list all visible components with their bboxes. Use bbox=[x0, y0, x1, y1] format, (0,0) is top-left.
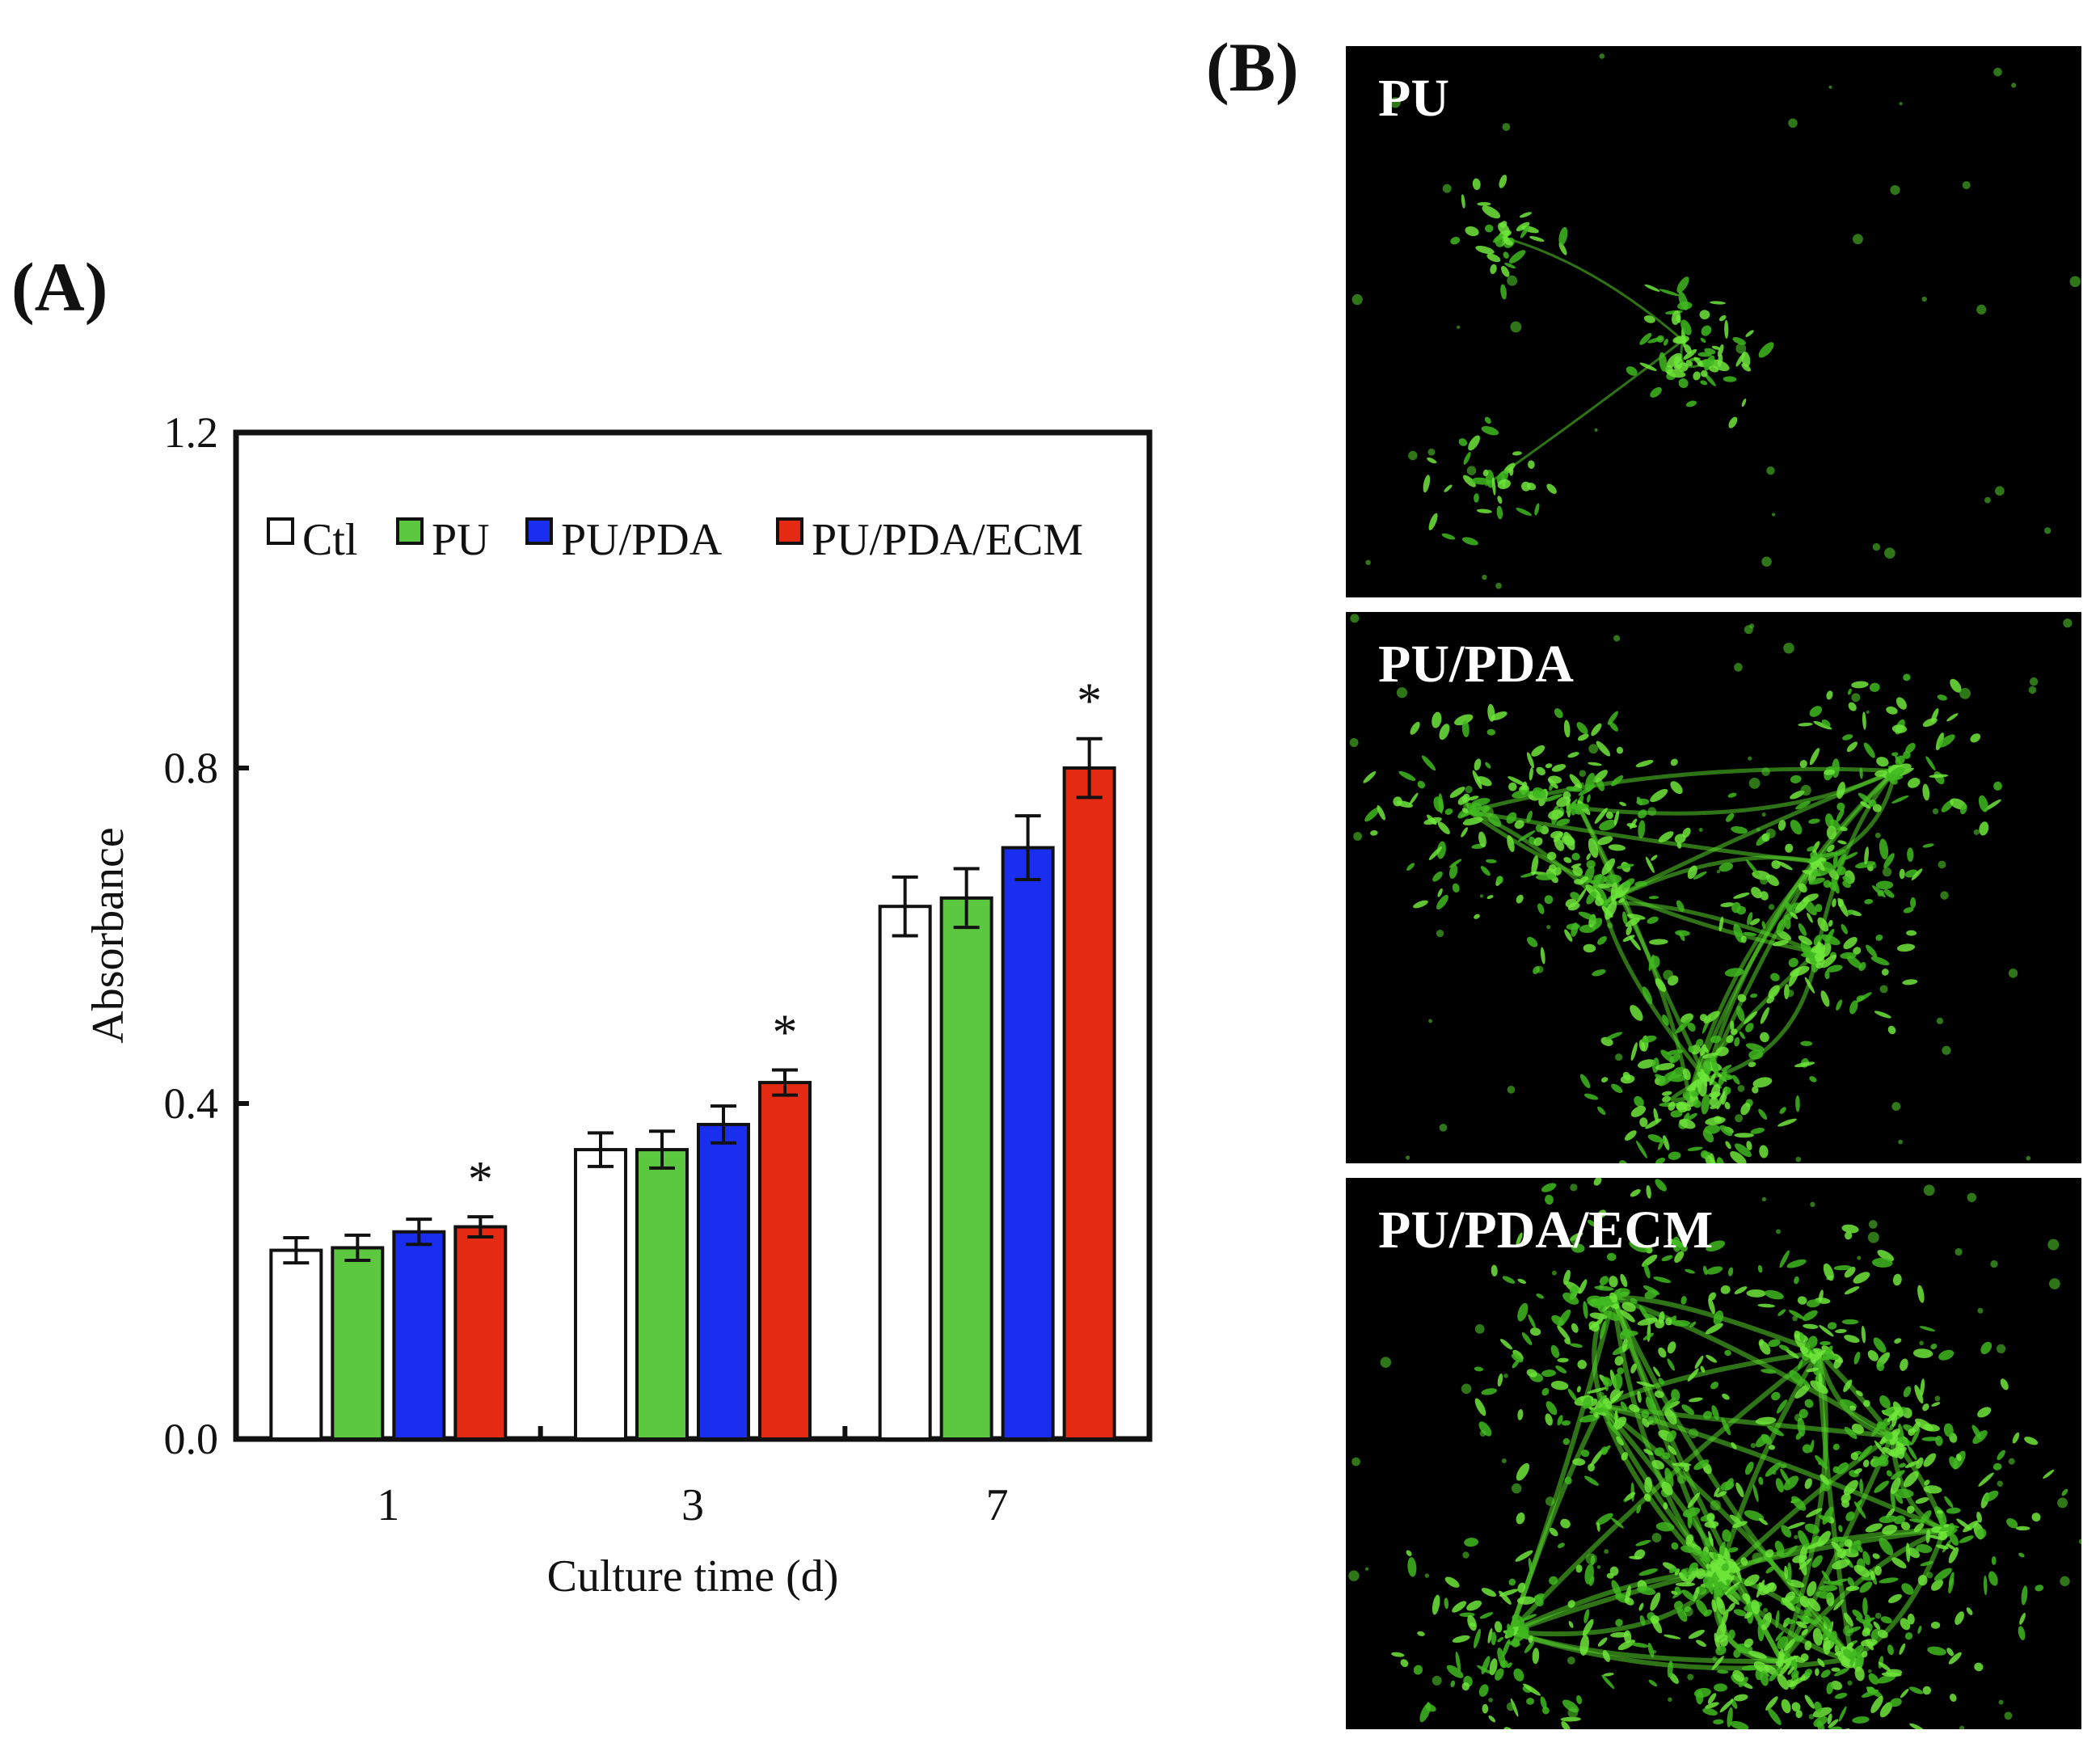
bar bbox=[269, 1248, 323, 1441]
micrograph-pu-pda-ecm: PU/PDA/ECM bbox=[1346, 1178, 2081, 1729]
bar bbox=[1001, 846, 1055, 1441]
y-tick-label: 0.8 bbox=[164, 744, 219, 792]
micrograph-pu: PU bbox=[1346, 46, 2081, 597]
y-tick-label: 1.2 bbox=[164, 408, 219, 457]
bar bbox=[392, 1230, 446, 1441]
significance-star: * bbox=[1077, 674, 1102, 729]
y-tick-label: 0.0 bbox=[164, 1415, 219, 1463]
bar bbox=[758, 1081, 812, 1441]
bar-chart: * * * 0.0 0.4 0.8 1.2 1 3 7 Ctl PU PU/PDA PU/PDA/E… bbox=[83, 408, 1153, 1602]
bar bbox=[939, 896, 993, 1441]
bar bbox=[878, 905, 932, 1441]
bar bbox=[1062, 766, 1116, 1441]
legend-label: PU/PDA/ECM bbox=[812, 515, 1083, 565]
legend-swatch bbox=[525, 517, 553, 545]
x-axis-label: Culture time (d) bbox=[547, 1551, 839, 1602]
micrograph-pu-pda: PU/PDA bbox=[1346, 612, 2081, 1163]
bar bbox=[635, 1148, 689, 1441]
bar bbox=[453, 1225, 508, 1441]
significance-star: * bbox=[468, 1152, 493, 1207]
panel-a-label: (A) bbox=[11, 248, 108, 326]
legend-swatch bbox=[776, 517, 803, 545]
x-tick-label: 3 bbox=[681, 1480, 704, 1530]
legend-swatch bbox=[396, 517, 424, 545]
bar bbox=[331, 1246, 385, 1441]
panel-b-label: (B) bbox=[1206, 28, 1299, 106]
micrograph-label: PU bbox=[1378, 69, 1449, 128]
legend-label: Ctl bbox=[302, 515, 357, 565]
x-tick-label: 7 bbox=[986, 1480, 1009, 1530]
micrograph-label: PU/PDA bbox=[1378, 635, 1574, 694]
y-tick-label: 0.4 bbox=[164, 1079, 219, 1128]
plot-frame bbox=[233, 429, 1153, 1442]
legend-swatch bbox=[267, 517, 294, 545]
bar bbox=[574, 1148, 627, 1441]
micrograph-label: PU/PDA/ECM bbox=[1378, 1201, 1714, 1260]
legend-label: PU/PDA bbox=[561, 515, 723, 565]
legend-label: PU bbox=[432, 515, 490, 565]
bar bbox=[697, 1122, 750, 1441]
x-tick-label: 1 bbox=[377, 1480, 399, 1530]
significance-star: * bbox=[773, 1006, 798, 1061]
y-axis-label: Absorbance bbox=[83, 827, 133, 1043]
